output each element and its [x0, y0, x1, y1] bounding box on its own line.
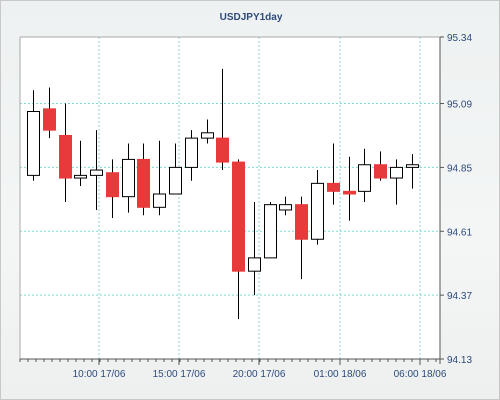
chart-title: USDJPY1day — [220, 12, 283, 23]
candle-body-up — [74, 174, 87, 179]
y-tick-label: 94.13 — [447, 355, 472, 366]
y-tick-label: 95.34 — [447, 33, 472, 44]
y-tick-label: 94.85 — [447, 163, 472, 174]
y-tick-label: 95.09 — [447, 100, 472, 111]
x-tick-label: 01:00 18/06 — [314, 369, 367, 380]
candle-body-up — [248, 257, 261, 272]
candle-body-up — [311, 182, 324, 240]
candle-body-down — [232, 161, 245, 272]
x-axis-labels: 10:00 17/06 15:00 17/06 20:00 17/06 01:00 1… — [73, 369, 447, 380]
plot-area — [20, 37, 440, 359]
candle-body-down — [106, 172, 119, 198]
y-tick-label: 94.37 — [447, 291, 472, 302]
candle-body-up — [153, 193, 166, 208]
candle-body-down — [43, 108, 56, 131]
gridlines — [20, 37, 440, 359]
candle-body-up — [358, 164, 371, 192]
candle-body-down — [343, 190, 356, 195]
x-tick-label: 10:00 17/06 — [73, 369, 126, 380]
candle-body-up — [90, 169, 103, 176]
candle-body-down — [59, 134, 72, 179]
candle-body-up — [169, 166, 182, 195]
y-tick-label: 94.61 — [447, 227, 472, 238]
candle-body-up — [27, 111, 40, 176]
candle-body-up — [390, 166, 403, 179]
candles — [27, 68, 419, 320]
candle-body-down — [137, 158, 150, 208]
x-tick-label: 15:00 17/06 — [153, 369, 206, 380]
candle-body-up — [279, 204, 292, 211]
candle-body-down — [327, 182, 340, 192]
candle-body-down — [295, 204, 308, 240]
candle-body-up — [185, 137, 198, 168]
candle-body-up — [122, 158, 135, 198]
candle-body-up — [264, 204, 277, 259]
x-tick-label: 06:00 18/06 — [394, 369, 447, 380]
plot-background — [20, 37, 440, 359]
candle-body-up — [201, 132, 214, 139]
candle-body-down — [374, 164, 387, 179]
axes — [19, 36, 444, 365]
candle-body-down — [216, 137, 229, 163]
x-tick-label: 20:00 17/06 — [233, 369, 286, 380]
y-axis-labels: 94.13 94.37 94.61 94.85 95.09 95.34 — [447, 33, 472, 366]
candle-body-up — [406, 164, 419, 168]
